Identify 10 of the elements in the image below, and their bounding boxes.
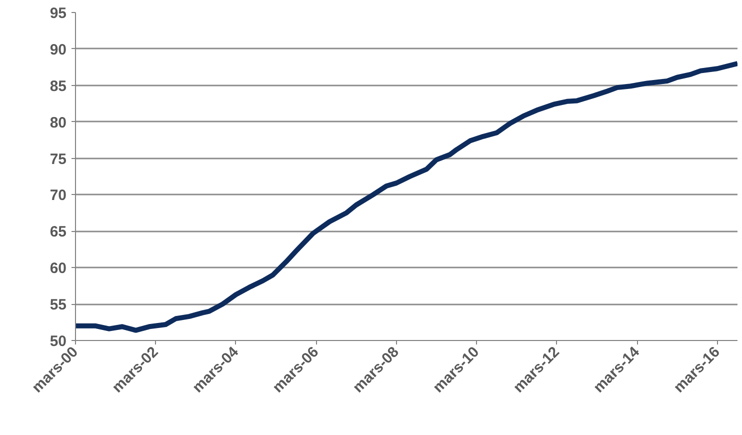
y-tick-label: 80 <box>50 114 67 132</box>
y-tick-label: 60 <box>50 260 67 278</box>
y-tick-label: 50 <box>50 333 67 350</box>
y-tick-label: 90 <box>50 41 67 58</box>
y-tick-label: 70 <box>50 187 67 204</box>
y-tick-label: 75 <box>50 150 67 168</box>
y-tick-label: 85 <box>50 78 67 95</box>
y-tick-label: 95 <box>50 5 67 22</box>
y-tick-label: 65 <box>50 224 67 241</box>
y-tick-label: 55 <box>50 296 67 314</box>
